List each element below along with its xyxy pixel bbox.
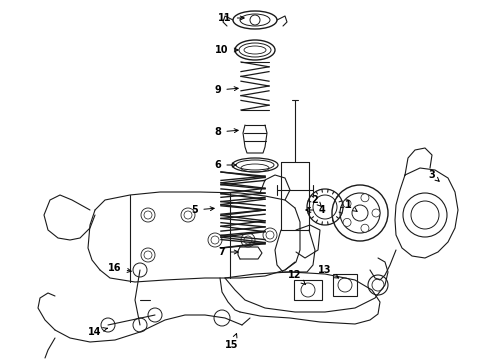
Text: 7: 7 [219,247,238,257]
Text: 9: 9 [215,85,238,95]
Text: 10: 10 [215,45,238,55]
Text: 6: 6 [215,160,236,170]
Text: 2: 2 [312,195,321,206]
Text: 3: 3 [429,170,439,181]
Bar [333,274,357,296]
Circle shape [361,194,369,202]
Text: 12: 12 [288,270,306,285]
Text: 14: 14 [88,327,107,337]
Circle shape [343,219,351,226]
Circle shape [361,224,369,232]
Circle shape [343,199,351,208]
Text: 4: 4 [306,205,325,215]
Circle shape [372,209,380,217]
Circle shape [250,15,260,25]
Text: 1: 1 [344,200,357,211]
Text: 16: 16 [108,263,131,273]
Text: 13: 13 [318,265,339,278]
Text: 5: 5 [192,205,214,215]
Text: 15: 15 [225,334,239,350]
Text: 11: 11 [218,13,244,23]
Circle shape [352,205,368,221]
Text: 8: 8 [215,127,238,137]
Bar [294,280,322,300]
